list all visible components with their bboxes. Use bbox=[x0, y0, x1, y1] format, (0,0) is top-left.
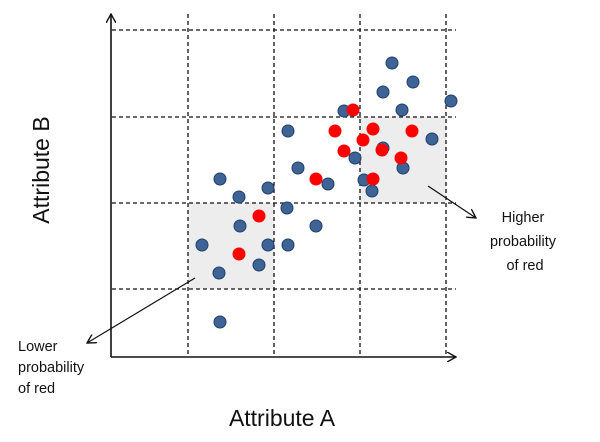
blue-point bbox=[281, 124, 295, 138]
blue-point bbox=[425, 132, 439, 146]
blue-point bbox=[252, 258, 266, 272]
red-point bbox=[366, 122, 380, 136]
higher-callout-label: Higher probability of red bbox=[490, 210, 560, 274]
blue-point bbox=[291, 161, 305, 175]
blue-point bbox=[233, 219, 247, 233]
higher-callout-arrow bbox=[427, 185, 476, 218]
red-point bbox=[405, 124, 419, 138]
blue-point bbox=[232, 190, 246, 204]
lower-callout-arrow bbox=[87, 277, 196, 343]
blue-point bbox=[406, 75, 420, 89]
blue-point bbox=[309, 219, 323, 233]
red-point bbox=[252, 209, 266, 223]
x-axis-title: Attribute A bbox=[229, 405, 336, 431]
blue-point bbox=[348, 151, 362, 165]
blue-point bbox=[321, 177, 335, 191]
blue-point bbox=[213, 315, 227, 329]
red-point bbox=[375, 143, 389, 157]
red-point bbox=[232, 247, 246, 261]
blue-point bbox=[444, 94, 458, 108]
blue-point bbox=[195, 238, 209, 252]
red-point bbox=[309, 172, 323, 186]
blue-point bbox=[280, 201, 294, 215]
blue-point bbox=[261, 238, 275, 252]
red-point bbox=[328, 124, 342, 138]
lower-callout-label: Lower probability of red bbox=[18, 339, 88, 397]
y-axis-title: Attribute B bbox=[28, 116, 54, 223]
grid bbox=[112, 14, 456, 356]
blue-point bbox=[376, 85, 390, 99]
blue-point bbox=[261, 181, 275, 195]
red-point bbox=[337, 144, 351, 158]
red-point bbox=[366, 172, 380, 186]
red-point bbox=[394, 151, 408, 165]
blue-point bbox=[281, 238, 295, 252]
data-points bbox=[195, 56, 458, 329]
blue-point bbox=[213, 172, 227, 186]
red-point bbox=[356, 133, 370, 147]
blue-point bbox=[395, 103, 409, 117]
blue-point bbox=[385, 56, 399, 70]
red-point bbox=[346, 103, 360, 117]
blue-point bbox=[212, 266, 226, 280]
blue-point bbox=[365, 184, 379, 198]
